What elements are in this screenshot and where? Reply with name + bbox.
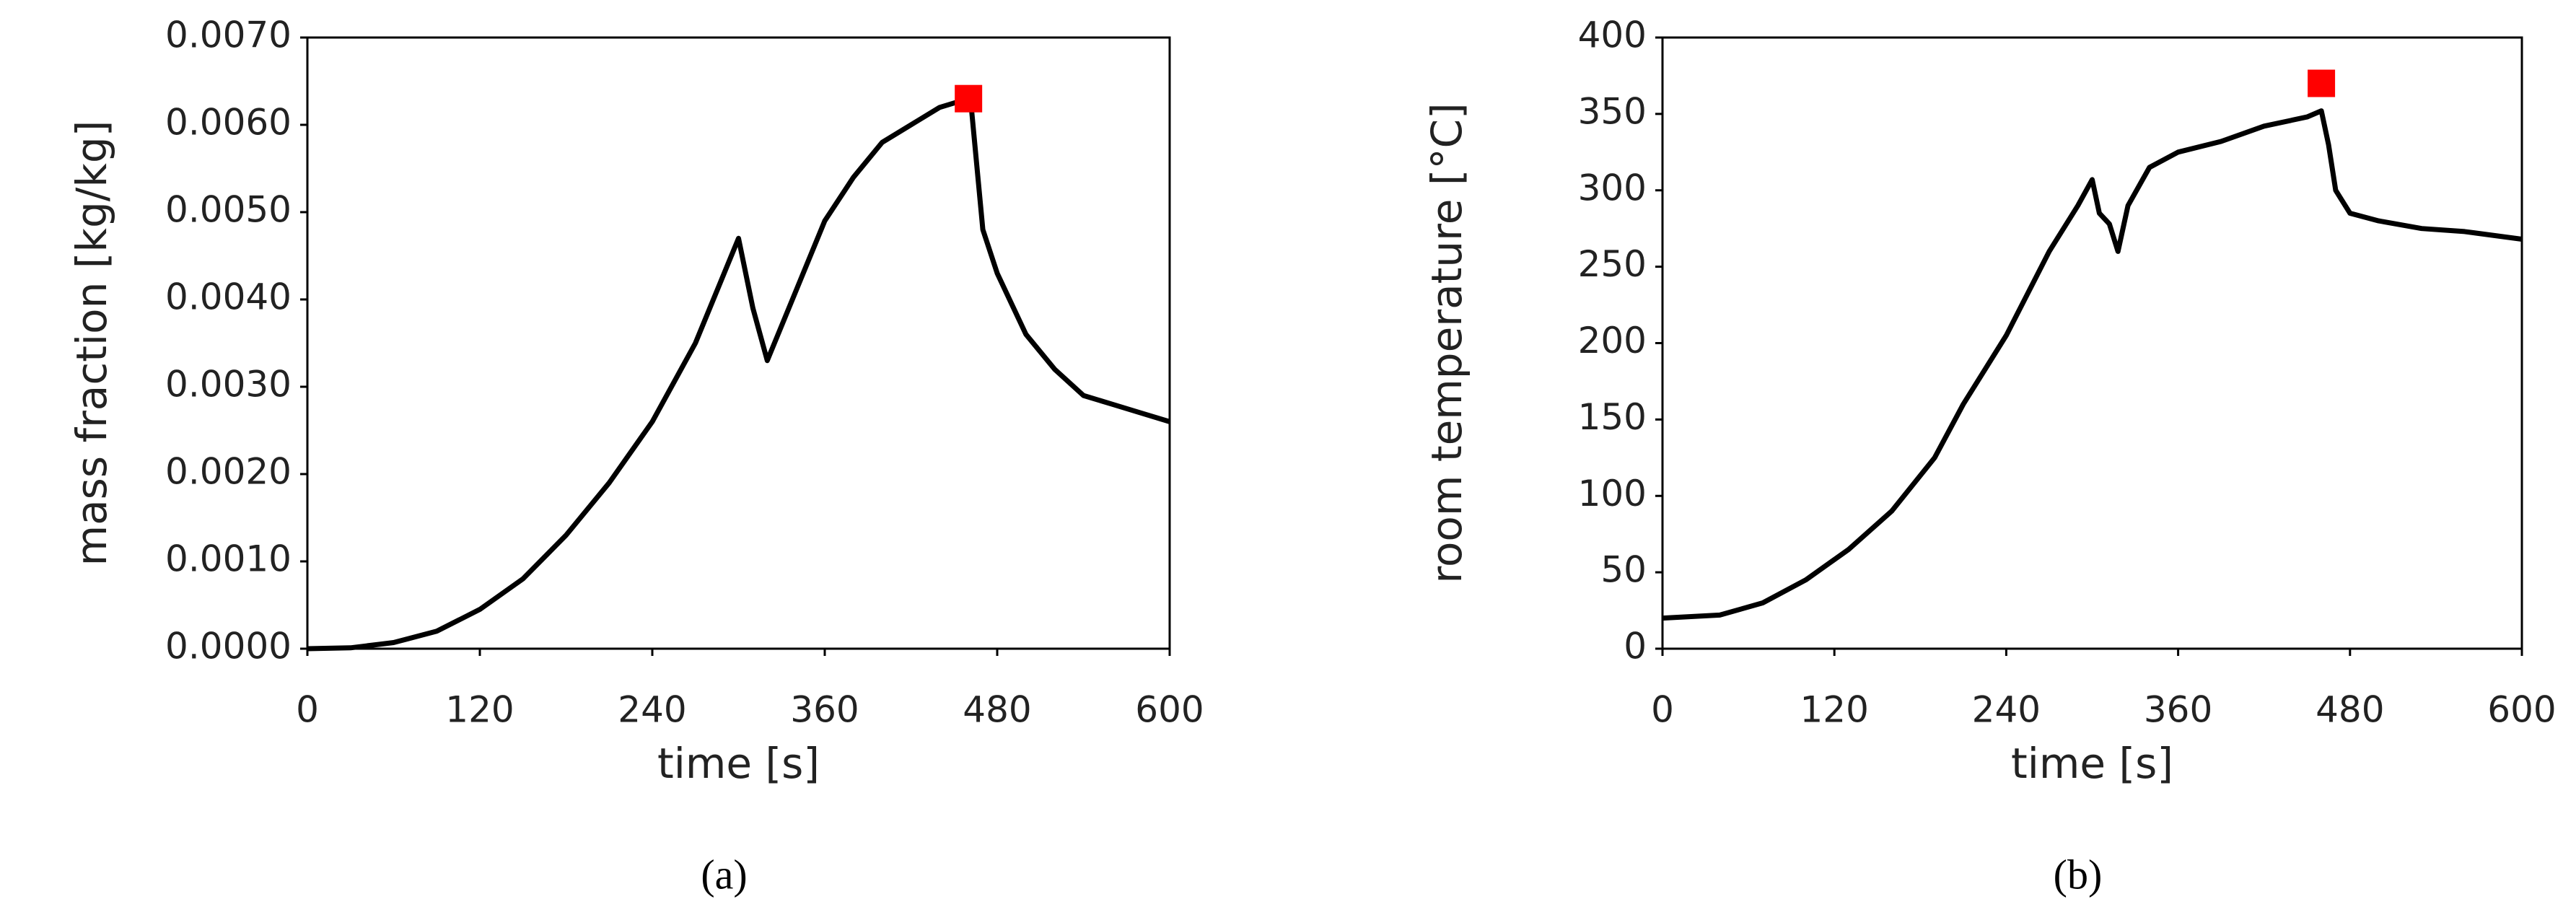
x-tick-label: 240	[1972, 689, 2041, 731]
y-tick-label: 50	[1600, 549, 1647, 591]
x-tick-label: 600	[2487, 689, 2556, 731]
y-tick-label: 0.0050	[165, 189, 292, 231]
y-tick-label: 0.0070	[165, 14, 292, 56]
x-tick-label: 0	[296, 689, 319, 731]
x-tick-label: 120	[445, 689, 514, 731]
x-tick-label: 360	[790, 689, 859, 731]
y-tick-label: 400	[1578, 14, 1647, 56]
y-tick-label: 100	[1578, 473, 1647, 514]
y-tick-label: 350	[1578, 90, 1647, 132]
x-tick-label: 120	[1800, 689, 1868, 731]
x-tick-label: 360	[2144, 689, 2212, 731]
x-axis-label: time [s]	[2011, 739, 2173, 788]
y-axis-label: room temperature [°C]	[1422, 102, 1471, 583]
marker	[2308, 69, 2336, 97]
y-tick-label: 0	[1624, 626, 1647, 667]
y-tick-label: 0.0000	[165, 626, 292, 667]
data-line	[1662, 108, 2523, 621]
y-tick-label: 0.0040	[165, 276, 292, 318]
x-tick-label: 0	[1651, 689, 1674, 731]
caption: (a)	[701, 851, 747, 898]
y-tick-label: 0.0020	[165, 451, 292, 493]
y-tick-label: 250	[1578, 243, 1647, 285]
y-tick-label: 150	[1578, 396, 1647, 438]
x-tick-label: 480	[2316, 689, 2384, 731]
y-tick-label: 300	[1578, 167, 1647, 209]
x-tick-label: 600	[1135, 689, 1204, 731]
x-axis-label: time [s]	[657, 739, 820, 788]
plot-frame	[306, 36, 1171, 650]
y-tick-label: 0.0030	[165, 364, 292, 406]
caption: (b)	[2054, 851, 2103, 898]
y-axis-label: mass fraction [kg/kg]	[67, 121, 116, 566]
y-tick-label: 0.0060	[165, 102, 292, 144]
data-line	[307, 96, 1171, 652]
plot-frame	[1661, 36, 2523, 650]
marker	[955, 84, 983, 113]
y-tick-label: 0.0010	[165, 538, 292, 580]
x-tick-label: 240	[618, 689, 686, 731]
y-tick-label: 200	[1578, 320, 1647, 362]
x-tick-label: 480	[963, 689, 1031, 731]
